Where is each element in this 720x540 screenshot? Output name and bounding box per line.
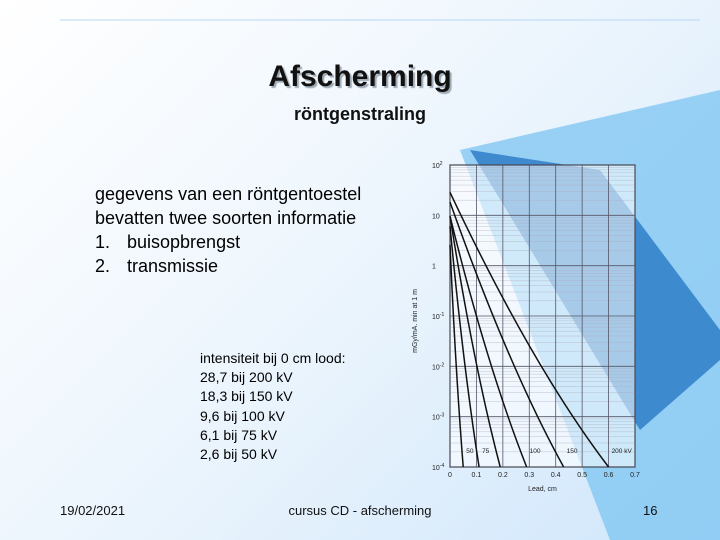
intensity-line: 28,7 bij 200 kV: [200, 369, 293, 386]
x-tick-label: 0.1: [472, 472, 482, 479]
intensity-line: 9,6 bij 100 kV: [200, 407, 285, 424]
footer-title: cursus CD - afscherming: [288, 503, 432, 518]
series-line: [449, 226, 480, 468]
body-text: gegevens van een röntgentoestel bevatten…: [95, 182, 361, 278]
series-line: [449, 216, 501, 468]
series-line: [449, 244, 464, 468]
x-tick-label: 0.2: [498, 472, 508, 479]
x-tick-label: 0.4: [551, 472, 561, 479]
x-tick-label: 0.3: [524, 472, 534, 479]
list-number: 1.: [95, 232, 111, 252]
x-tick-label: 0.7: [630, 472, 640, 479]
y-tick-label: 1: [432, 264, 436, 271]
y-tick-label: 10-1: [432, 312, 444, 321]
y-tick-label: 102: [432, 161, 443, 170]
series-label: 150: [567, 448, 578, 455]
intensity-line: 18,3 bij 150 kV: [200, 388, 293, 405]
series-label: 200 kV: [612, 448, 633, 455]
y-tick-label: 10-3: [432, 413, 444, 422]
x-tick-label: 0: [448, 472, 452, 479]
slide-subtitle: röntgenstraling: [293, 104, 426, 124]
list-text: buisopbrengst: [127, 232, 241, 252]
y-tick-label: 10-4: [432, 463, 444, 472]
intensity-line: 6,1 bij 75 kV: [200, 426, 278, 443]
x-tick-label: 0.5: [577, 472, 587, 479]
list-number: 2.: [95, 256, 111, 276]
series-line: [449, 201, 565, 468]
series-label: 50: [466, 448, 474, 455]
series-label: 100: [530, 448, 541, 455]
series-label: 75: [482, 448, 490, 455]
footer-date: 19/02/2021: [60, 503, 126, 518]
list-item: 1. buisopbrengst: [95, 230, 361, 254]
series-line: [449, 216, 528, 468]
intensity-line: 2,6 bij 50 kV: [200, 446, 278, 463]
intensity-list: intensiteit bij 0 cm lood: 28,7 bij 200 …: [200, 349, 346, 464]
intro-line: gegevens van een röntgentoestel: [95, 184, 362, 204]
slide-title: Afscherming: [268, 60, 452, 93]
intro-line: bevatten twee soorten informatie: [95, 208, 357, 228]
list-text: transmissie: [127, 256, 219, 276]
series-line: [449, 191, 610, 468]
y-tick-label: 10-2: [432, 362, 444, 371]
list-item: 2. transmissie: [95, 254, 361, 278]
transmission-chart: 102 10 1 10-1 10-2 10-3 10-4 0 0.1 0.2 0.3 0.4 0.5 0.…: [412, 161, 640, 493]
x-axis-label: Lead, cm: [528, 486, 557, 493]
y-tick-label: 10: [432, 213, 440, 220]
x-tick-label: 0.6: [604, 472, 614, 479]
intensity-heading: intensiteit bij 0 cm lood:: [200, 350, 346, 366]
page-number: 16: [643, 503, 658, 518]
y-axis-label: mGy/mA. min at 1 m: [412, 289, 419, 353]
